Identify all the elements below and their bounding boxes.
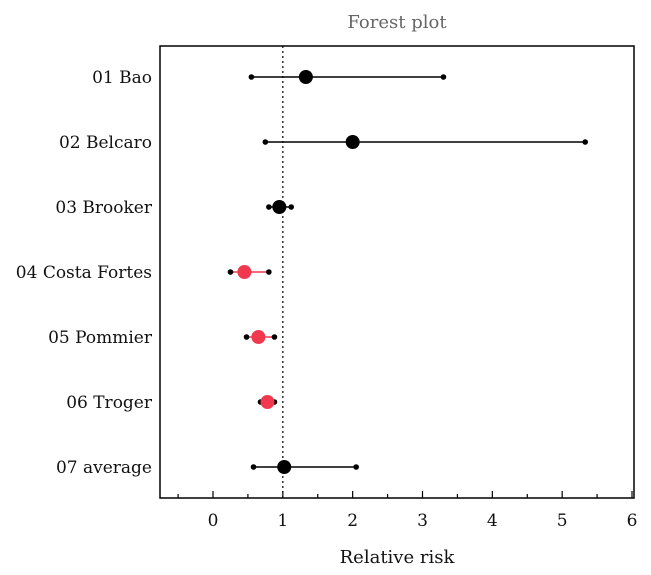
study-label: 05 Pommier: [48, 328, 153, 348]
x-axis-ticks: 0 1 2 3 4 5 6: [177, 491, 638, 531]
x-tick-label: 3: [417, 511, 428, 531]
study-row: 04 Costa Fortes: [16, 263, 272, 283]
study-label: 03 Brooker: [55, 198, 152, 218]
ci-lower-point: [227, 269, 234, 275]
ci-upper-point: [288, 204, 295, 210]
study-row: 07 average: [56, 458, 359, 478]
x-axis-label: Relative risk: [340, 547, 456, 568]
point-estimate-marker: [251, 330, 266, 344]
ci-upper-point: [440, 74, 447, 80]
x-tick-label: 2: [347, 511, 358, 531]
ci-upper-point: [271, 334, 278, 340]
study-rows: 01 Bao 02 Belcaro 03 Brooker 04 Costa Forte…: [16, 68, 589, 478]
point-estimate-marker: [272, 200, 287, 214]
point-estimate-marker: [260, 395, 275, 409]
point-estimate-marker: [298, 70, 313, 84]
point-estimate-marker: [237, 265, 252, 279]
study-label: 07 average: [56, 458, 152, 478]
ci-upper-point: [266, 269, 272, 275]
chart-title: Forest plot: [347, 12, 447, 33]
study-label: 04 Costa Fortes: [16, 263, 152, 283]
study-row: 02 Belcaro: [59, 133, 589, 153]
study-row: 06 Troger: [66, 393, 278, 413]
x-tick-label: 1: [277, 511, 288, 531]
point-estimate-marker: [277, 460, 292, 474]
point-estimate-marker: [345, 135, 360, 149]
study-row: 01 Bao: [92, 68, 447, 88]
study-label: 02 Belcaro: [59, 133, 152, 153]
x-tick-label: 0: [208, 511, 219, 531]
study-label: 06 Troger: [66, 393, 153, 413]
ci-lower-point: [243, 334, 250, 340]
ci-lower-point: [262, 139, 269, 145]
ci-lower-point: [266, 204, 272, 210]
ci-upper-point: [353, 464, 359, 470]
x-tick-label: 6: [627, 511, 638, 531]
study-label: 01 Bao: [92, 68, 152, 88]
ci-lower-point: [250, 464, 257, 470]
x-tick-label: 5: [557, 511, 568, 531]
ci-upper-point: [582, 139, 589, 145]
study-row: 03 Brooker: [55, 198, 295, 218]
ci-lower-point: [248, 74, 255, 80]
x-tick-label: 4: [487, 511, 498, 531]
plot-frame: [159, 45, 635, 499]
study-row: 05 Pommier: [48, 328, 278, 348]
